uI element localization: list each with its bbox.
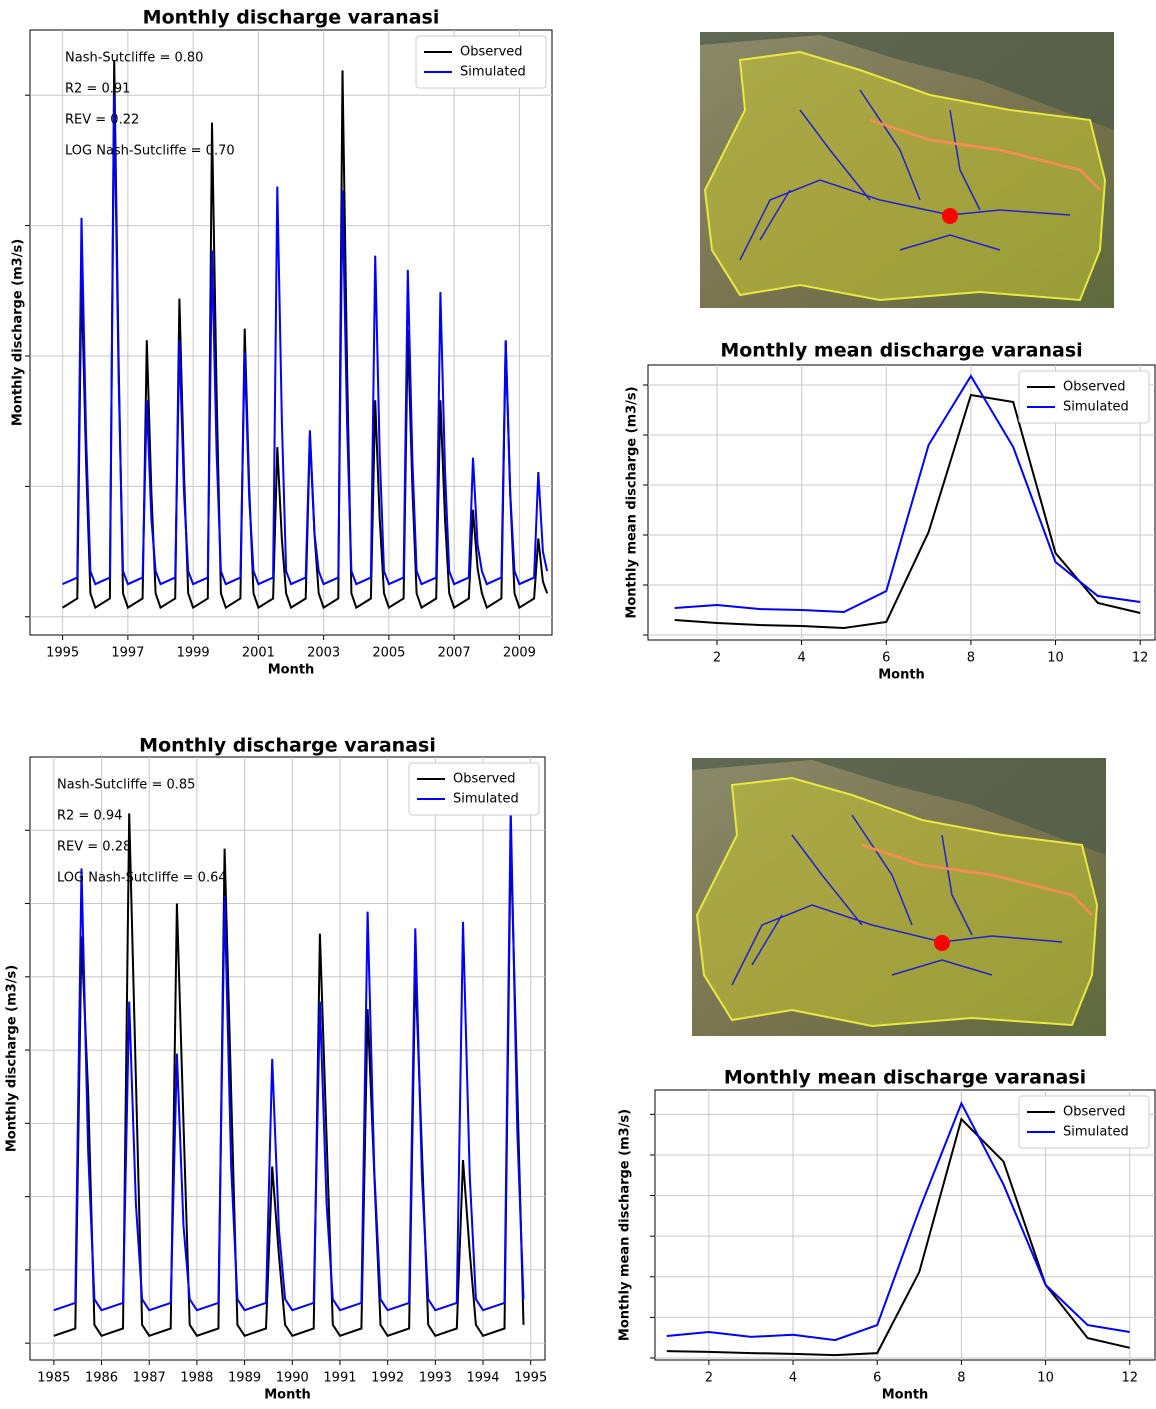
annotation: REV = 0.28 xyxy=(57,840,131,855)
x-tick-label: 1987 xyxy=(133,1371,166,1386)
x-tick-label: 8 xyxy=(967,651,975,666)
x-axis-label: Month xyxy=(268,663,315,678)
x-tick-label: 4 xyxy=(797,651,805,666)
chart: 2 4 6 8 10 12 Monthly mean discharge varanasi M… xyxy=(618,1067,1156,1403)
annotation: Nash-Sutcliffe = 0.80 xyxy=(65,51,203,66)
x-tick-label: 1985 xyxy=(37,1371,70,1386)
legend-label: Simulated xyxy=(453,792,519,807)
legend-label: Simulated xyxy=(1063,400,1129,415)
legend-label: Observed xyxy=(460,45,523,60)
x-tick-label: 1986 xyxy=(85,1371,118,1386)
chart: 1985 1986 1987 1988 1989 1990 1991 1992 1993 1994… xyxy=(5,735,548,1403)
x-tick-label: 10 xyxy=(1037,1371,1054,1386)
figure: 1995 1997 1999 2001 2003 2005 2007 2009 Monthly … xyxy=(0,0,1156,1405)
x-tick-label: 1995 xyxy=(514,1371,547,1386)
legend-label: Observed xyxy=(1063,380,1126,395)
x-tick-label: 6 xyxy=(882,651,890,666)
chart: 2 4 6 8 10 12 Monthly mean discharge varanasi M… xyxy=(625,340,1156,683)
x-axis-label: Month xyxy=(264,1388,311,1403)
map-top xyxy=(700,32,1114,308)
x-tick-label: 12 xyxy=(1132,651,1149,666)
map-bottom xyxy=(692,758,1106,1036)
x-tick-label: 1988 xyxy=(180,1371,213,1386)
legend-label: Observed xyxy=(1063,1105,1126,1120)
x-tick-label: 2005 xyxy=(372,646,405,661)
x-tick-label: 1991 xyxy=(323,1371,356,1386)
chart-title: Monthly discharge varanasi xyxy=(143,7,440,29)
x-tick-label: 2007 xyxy=(438,646,471,661)
legend-label: Observed xyxy=(453,772,516,787)
x-tick-label: 1995 xyxy=(46,646,79,661)
x-tick-label: 8 xyxy=(957,1371,965,1386)
annotation: LOG Nash-Sutcliffe = 0.64 xyxy=(57,871,227,886)
x-tick-label: 2 xyxy=(713,651,721,666)
x-tick-label: 2009 xyxy=(503,646,536,661)
x-tick-label: 2 xyxy=(705,1371,713,1386)
chart-title: Monthly mean discharge varanasi xyxy=(720,340,1082,362)
x-tick-label: 1997 xyxy=(111,646,144,661)
x-tick-label: 6 xyxy=(873,1371,881,1386)
y-axis-label: Monthly mean discharge (m3/s) xyxy=(618,1109,633,1341)
annotation: R2 = 0.91 xyxy=(65,82,130,97)
x-tick-label: 4 xyxy=(789,1371,797,1386)
x-tick-label: 1992 xyxy=(371,1371,404,1386)
station xyxy=(934,935,950,951)
x-tick-label: 12 xyxy=(1121,1371,1138,1386)
chart-title: Monthly mean discharge varanasi xyxy=(724,1067,1086,1089)
x-tick-label: 2001 xyxy=(242,646,275,661)
x-tick-label: 1990 xyxy=(276,1371,309,1386)
legend-label: Simulated xyxy=(1063,1125,1129,1140)
x-tick-label: 1994 xyxy=(466,1371,499,1386)
station xyxy=(942,208,958,224)
x-tick-label: 1993 xyxy=(419,1371,452,1386)
legend-label: Simulated xyxy=(460,65,526,80)
x-tick-label: 1989 xyxy=(228,1371,261,1386)
y-axis-label: Monthly discharge (m3/s) xyxy=(11,239,26,426)
chart: 1995 1997 1999 2001 2003 2005 2007 2009 Monthly … xyxy=(11,7,553,678)
annotation: REV = 0.22 xyxy=(65,113,139,128)
annotation: Nash-Sutcliffe = 0.85 xyxy=(57,778,195,793)
x-axis-label: Month xyxy=(882,1388,929,1403)
y-axis-label: Monthly mean discharge (m3/s) xyxy=(625,386,640,618)
y-axis-label: Monthly discharge (m3/s) xyxy=(5,965,20,1152)
x-tick-label: 10 xyxy=(1047,651,1064,666)
annotation: LOG Nash-Sutcliffe = 0.70 xyxy=(65,144,235,159)
x-tick-label: 1999 xyxy=(177,646,210,661)
annotation: R2 = 0.94 xyxy=(57,809,122,824)
x-tick-label: 2003 xyxy=(307,646,340,661)
x-axis-label: Month xyxy=(878,668,925,683)
chart-title: Monthly discharge varanasi xyxy=(139,735,436,757)
